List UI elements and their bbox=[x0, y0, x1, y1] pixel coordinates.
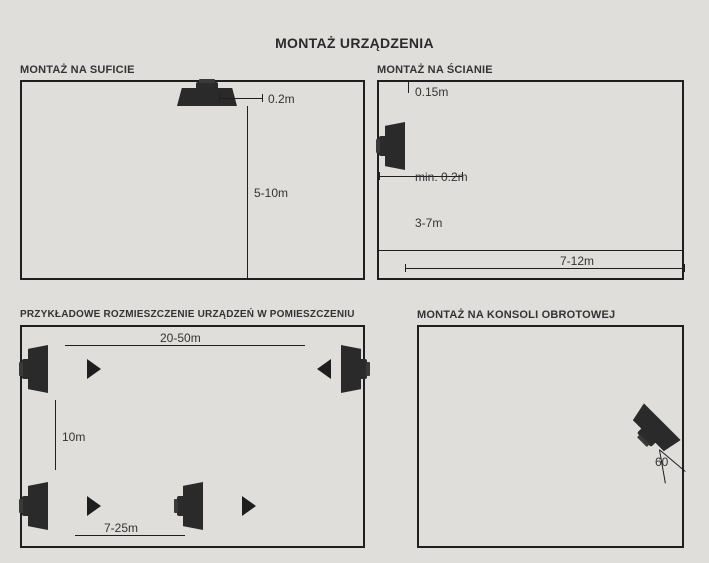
page-title: MONTAŻ URZĄDZENIA bbox=[0, 35, 709, 51]
panel-ceiling bbox=[20, 80, 365, 280]
panel-rotary bbox=[417, 325, 684, 548]
dim-label: 7-12m bbox=[560, 254, 594, 268]
dim-label: min. 0.2m bbox=[415, 170, 468, 184]
dim-line bbox=[247, 106, 248, 280]
angle-label: 60 bbox=[655, 455, 668, 469]
device-icon bbox=[22, 482, 50, 530]
dim-label: 3-7m bbox=[415, 216, 442, 230]
dim-label: 20-50m bbox=[160, 331, 201, 345]
panel-1-label: MONTAŻ NA SUFICIE bbox=[20, 64, 135, 76]
dim-line bbox=[65, 345, 305, 346]
dim-line bbox=[75, 535, 185, 536]
dim-line bbox=[379, 250, 682, 251]
dim-label: 7-25m bbox=[104, 521, 138, 535]
dim-tick bbox=[684, 264, 685, 272]
dim-line bbox=[408, 80, 409, 93]
device-icon bbox=[339, 345, 367, 393]
panel-2-label: MONTAŻ NA ŚCIANIE bbox=[377, 64, 493, 76]
dim-label: 5-10m bbox=[254, 186, 288, 200]
device-icon bbox=[379, 122, 407, 170]
dim-tick bbox=[379, 172, 380, 180]
dim-tick bbox=[405, 264, 406, 272]
arrow-right-icon bbox=[87, 496, 101, 516]
panel-3-label: PRZYKŁADOWE ROZMIESZCZENIE URZĄDZEŃ W PO… bbox=[20, 309, 355, 320]
device-icon bbox=[22, 345, 50, 393]
dim-label: 10m bbox=[62, 430, 85, 444]
dim-tick bbox=[219, 94, 220, 102]
dim-label: 0.15m bbox=[415, 85, 448, 99]
dim-line bbox=[405, 268, 684, 269]
dim-line bbox=[219, 98, 262, 99]
panel-4-label: MONTAŻ NA KONSOLI OBROTOWEJ bbox=[417, 309, 615, 321]
dim-tick bbox=[262, 94, 263, 102]
device-icon bbox=[177, 482, 205, 530]
dim-label: 0.2m bbox=[268, 92, 295, 106]
arrow-right-icon bbox=[87, 359, 101, 379]
arrow-left-icon bbox=[317, 359, 331, 379]
device-icon bbox=[177, 82, 237, 106]
arrow-right-icon bbox=[242, 496, 256, 516]
dim-line bbox=[55, 400, 56, 470]
